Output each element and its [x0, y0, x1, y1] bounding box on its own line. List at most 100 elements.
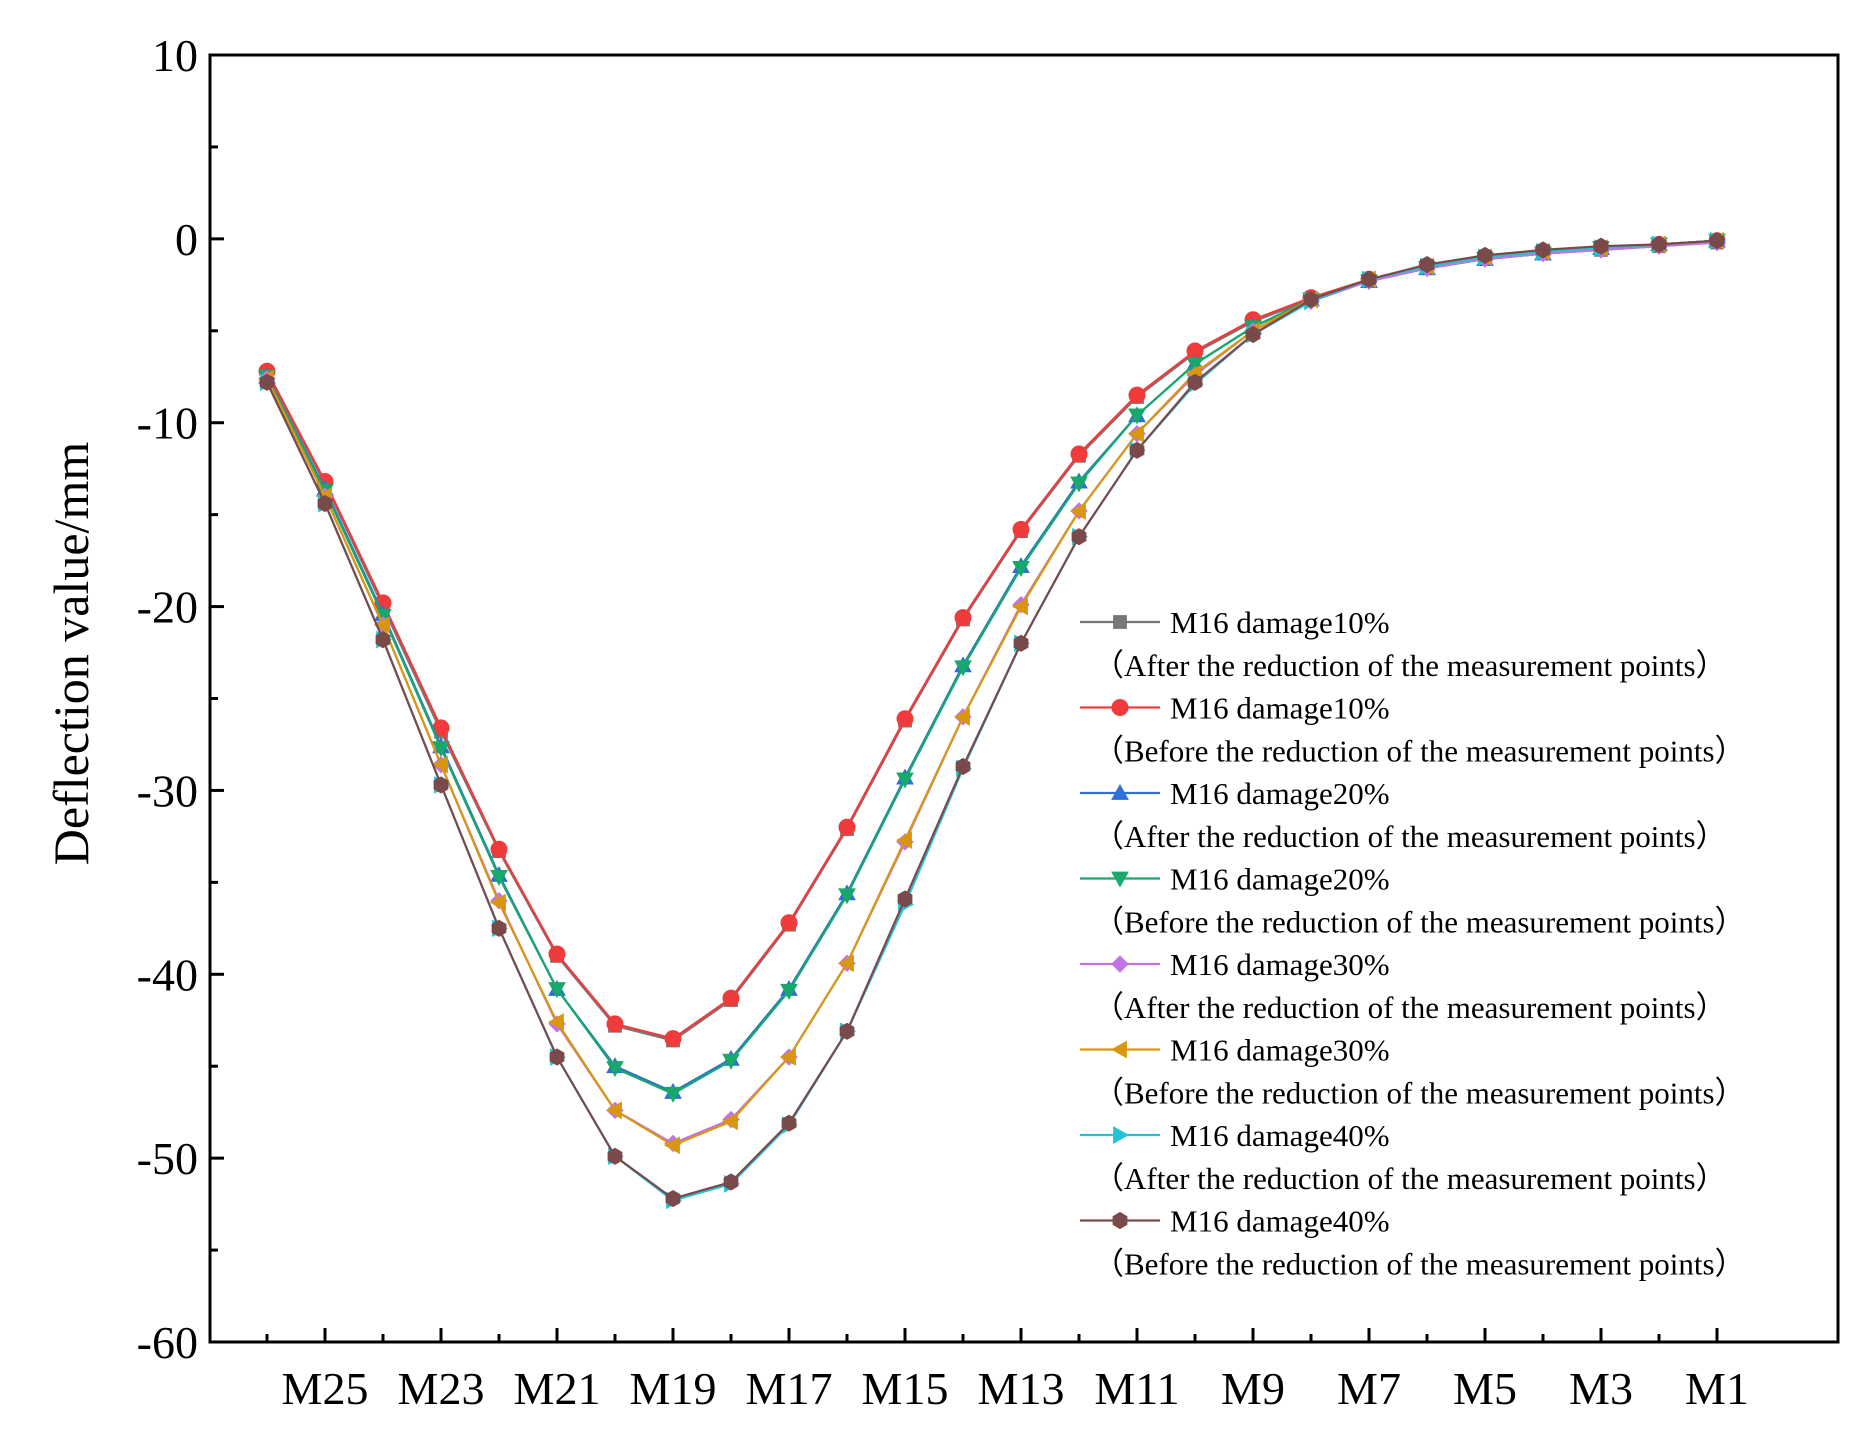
y-tick-label: -30 [137, 765, 198, 816]
data-point [664, 1086, 682, 1103]
legend-item: M16 damage10% （After the reduction of the… [1080, 605, 1727, 683]
data-point [1245, 325, 1261, 344]
y-tick-label: 10 [152, 30, 198, 81]
data-point [897, 890, 913, 908]
legend-sublabel: （After the reduction of the measurement … [1093, 819, 1727, 854]
data-point [838, 888, 856, 905]
data-point [1477, 246, 1493, 264]
legend-sublabel: （After the reduction of the measurement … [1093, 1161, 1727, 1196]
legend-swatch-marker [1111, 699, 1129, 716]
legend-swatch-marker [1112, 1211, 1128, 1230]
data-point [1186, 356, 1204, 373]
data-point [1709, 232, 1725, 250]
data-point [663, 1136, 680, 1155]
legend-item: M16 damage20% （Before the reduction of th… [1080, 862, 1746, 940]
legend-item: M16 damage10% （Before the reduction of th… [1080, 691, 1746, 769]
data-point [317, 495, 333, 513]
data-point [1419, 256, 1435, 274]
data-point [548, 982, 566, 999]
legend-sublabel: （Before the reduction of the measurement… [1093, 734, 1746, 769]
series-7 [260, 231, 1727, 1210]
data-point [1361, 270, 1377, 288]
data-point [722, 989, 740, 1007]
legend-sublabel: （Before the reduction of the measurement… [1093, 1247, 1746, 1282]
legend: M16 damage10% （After the reduction of the… [1080, 605, 1746, 1282]
x-tick-label: M9 [1221, 1363, 1285, 1414]
data-point [665, 1190, 681, 1208]
legend-sublabel: （After the reduction of the measurement … [1093, 990, 1727, 1025]
x-tick-label: M7 [1337, 1363, 1401, 1414]
series-line [266, 239, 1718, 1202]
data-point [375, 631, 391, 649]
data-point [837, 954, 854, 973]
data-point [1535, 241, 1551, 259]
data-point [1128, 386, 1146, 404]
data-point [432, 741, 450, 758]
legend-label: M16 damage20% [1170, 776, 1390, 811]
data-point [1071, 528, 1087, 546]
x-axis: M25 M23 M21 M19 M17 M15 M13 M11 M9 M7 M5 M3 M1 [265, 1328, 1749, 1414]
data-point [954, 609, 972, 627]
data-point [1593, 237, 1609, 255]
legend-label: M16 damage30% [1170, 1033, 1390, 1068]
x-tick-label: M23 [398, 1363, 485, 1414]
data-point [955, 757, 971, 776]
legend-swatch-marker [1113, 1126, 1130, 1144]
data-point [490, 869, 508, 886]
data-point [895, 831, 912, 849]
legend-swatch-marker [1111, 871, 1129, 888]
data-point [1012, 561, 1030, 577]
y-tick-label: -10 [137, 398, 198, 449]
legend-sublabel: （Before the reduction of the measurement… [1093, 905, 1746, 940]
data-point [431, 755, 448, 774]
legend-label: M16 damage10% [1170, 605, 1390, 640]
series-line [266, 239, 1718, 1200]
data-point [1187, 373, 1203, 391]
y-tick-label: -20 [137, 582, 198, 633]
data-point [489, 893, 506, 912]
data-point [896, 772, 914, 789]
data-point [780, 914, 798, 932]
data-point [1070, 445, 1088, 463]
legend-sublabel: （Before the reduction of the measurement… [1093, 1076, 1746, 1111]
data-point [953, 708, 970, 726]
data-point [838, 818, 856, 836]
data-point [1011, 597, 1028, 616]
x-tick-label: M17 [746, 1363, 833, 1414]
legend-swatch-marker [1111, 955, 1129, 973]
data-point [779, 1048, 796, 1066]
x-tick-label: M25 [282, 1363, 369, 1414]
x-tick-label: M1 [1685, 1363, 1749, 1414]
x-tick-label: M13 [978, 1363, 1065, 1414]
data-point [606, 1061, 624, 1078]
data-point [1013, 634, 1029, 652]
legend-label: M16 damage40% [1170, 1118, 1390, 1153]
legend-label: M16 damage20% [1170, 862, 1390, 897]
legend-swatch-marker [1113, 615, 1127, 629]
data-point [781, 1114, 797, 1132]
data-point [780, 983, 798, 1000]
data-point [1127, 424, 1144, 443]
data-point [490, 840, 508, 858]
legend-item: M16 damage20% （After the reduction of the… [1080, 776, 1727, 854]
legend-label: M16 damage40% [1170, 1204, 1390, 1239]
data-point [721, 1112, 738, 1131]
x-tick-label: M11 [1094, 1363, 1179, 1414]
y-tick-label: -50 [137, 1133, 198, 1184]
data-point [491, 919, 507, 937]
data-point [664, 1030, 682, 1048]
legend-swatch-marker [1111, 783, 1129, 800]
data-point [548, 945, 566, 963]
y-tick-label: -60 [137, 1317, 198, 1368]
x-tick-label: M5 [1453, 1363, 1517, 1414]
x-tick-label: M3 [1569, 1363, 1633, 1414]
data-point [1128, 408, 1146, 425]
legend-item: M16 damage40% （After the reduction of the… [1080, 1118, 1727, 1196]
legend-label: M16 damage30% [1170, 947, 1390, 982]
y-axis-title: Deflection value/mm [43, 442, 99, 866]
y-axis: 10 0 -10 -20 -30 -40 -50 -60 [137, 30, 224, 1368]
data-point [433, 776, 449, 794]
legend-item: M16 damage30% （After the reduction of the… [1080, 947, 1727, 1025]
data-point [954, 660, 972, 677]
y-tick-label: -40 [137, 949, 198, 1000]
